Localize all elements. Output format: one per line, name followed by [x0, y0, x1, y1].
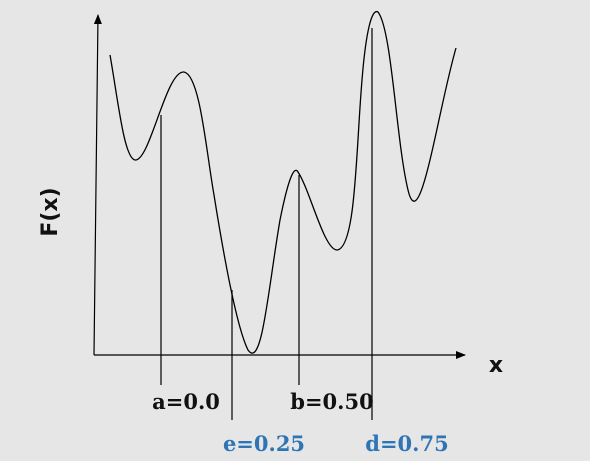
marker-label-a: a=0.0	[152, 389, 220, 414]
y-axis-label: F(x)	[38, 187, 63, 236]
function-curve	[109, 10, 457, 354]
marker-label-e: e=0.25	[223, 431, 305, 456]
marker-label-d: d=0.75	[365, 431, 448, 456]
x-axis-label: x	[489, 353, 503, 378]
marker-label-b: b=0.50	[290, 389, 373, 414]
y-axis	[93, 14, 102, 356]
